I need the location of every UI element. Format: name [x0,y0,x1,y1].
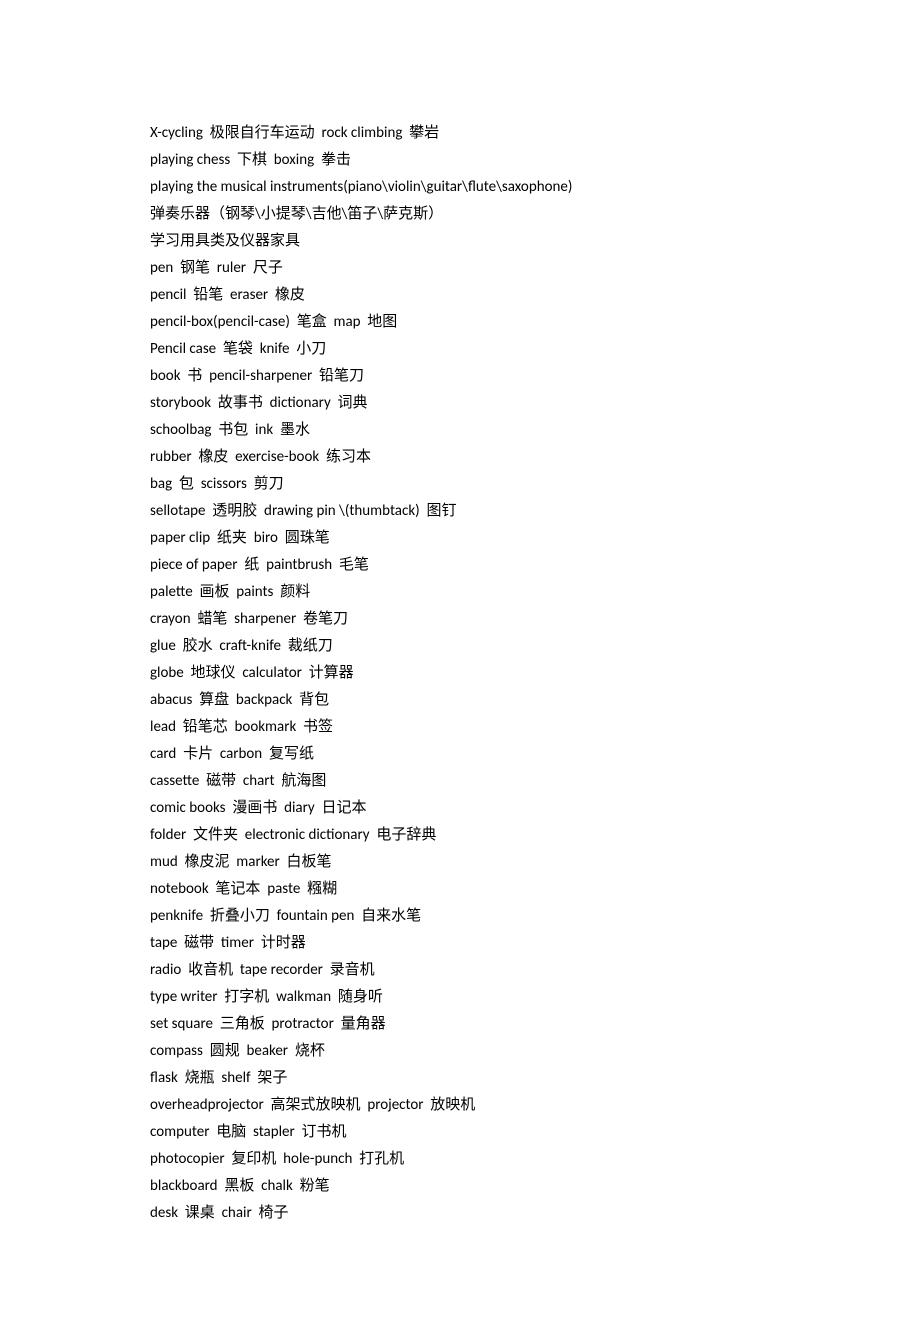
vocabulary-line: tape 磁带 timer 计时器 [150,930,770,957]
vocabulary-line: crayon 蜡笔 sharpener 卷笔刀 [150,606,770,633]
vocabulary-line: notebook 笔记本 paste 糨糊 [150,876,770,903]
vocabulary-line: set square 三角板 protractor 量角器 [150,1011,770,1038]
vocabulary-line: desk 课桌 chair 椅子 [150,1200,770,1227]
vocabulary-line: 弹奏乐器（钢琴\小提琴\吉他\笛子\萨克斯） [150,201,770,228]
vocabulary-line: mud 橡皮泥 marker 白板笔 [150,849,770,876]
vocabulary-line: cassette 磁带 chart 航海图 [150,768,770,795]
vocabulary-line: glue 胶水 craft-knife 裁纸刀 [150,633,770,660]
vocabulary-line: blackboard 黑板 chalk 粉笔 [150,1173,770,1200]
vocabulary-line: 学习用具类及仪器家具 [150,228,770,255]
vocabulary-line: radio 收音机 tape recorder 录音机 [150,957,770,984]
vocabulary-line: globe 地球仪 calculator 计算器 [150,660,770,687]
vocabulary-line: card 卡片 carbon 复写纸 [150,741,770,768]
document-page: X-cycling 极限自行车运动 rock climbing 攀岩playin… [0,0,920,1327]
vocabulary-line: playing the musical instruments(piano\vi… [150,174,770,201]
vocabulary-line: comic books 漫画书 diary 日记本 [150,795,770,822]
vocabulary-line: X-cycling 极限自行车运动 rock climbing 攀岩 [150,120,770,147]
vocabulary-line: storybook 故事书 dictionary 词典 [150,390,770,417]
vocabulary-line: photocopier 复印机 hole-punch 打孔机 [150,1146,770,1173]
vocabulary-line: compass 圆规 beaker 烧杯 [150,1038,770,1065]
vocabulary-line: penknife 折叠小刀 fountain pen 自来水笔 [150,903,770,930]
vocabulary-line: lead 铅笔芯 bookmark 书签 [150,714,770,741]
vocabulary-line: flask 烧瓶 shelf 架子 [150,1065,770,1092]
vocabulary-line: computer 电脑 stapler 订书机 [150,1119,770,1146]
vocabulary-list: X-cycling 极限自行车运动 rock climbing 攀岩playin… [150,120,770,1227]
vocabulary-line: sellotape 透明胶 drawing pin \(thumbtack) 图… [150,498,770,525]
vocabulary-line: type writer 打字机 walkman 随身听 [150,984,770,1011]
vocabulary-line: piece of paper 纸 paintbrush 毛笔 [150,552,770,579]
vocabulary-line: folder 文件夹 electronic dictionary 电子辞典 [150,822,770,849]
vocabulary-line: rubber 橡皮 exercise-book 练习本 [150,444,770,471]
vocabulary-line: overheadprojector 高架式放映机 projector 放映机 [150,1092,770,1119]
vocabulary-line: pencil-box(pencil-case) 笔盒 map 地图 [150,309,770,336]
vocabulary-line: bag 包 scissors 剪刀 [150,471,770,498]
vocabulary-line: pen 钢笔 ruler 尺子 [150,255,770,282]
vocabulary-line: pencil 铅笔 eraser 橡皮 [150,282,770,309]
vocabulary-line: palette 画板 paints 颜料 [150,579,770,606]
vocabulary-line: book 书 pencil-sharpener 铅笔刀 [150,363,770,390]
vocabulary-line: schoolbag 书包 ink 墨水 [150,417,770,444]
vocabulary-line: paper clip 纸夹 biro 圆珠笔 [150,525,770,552]
vocabulary-line: abacus 算盘 backpack 背包 [150,687,770,714]
vocabulary-line: playing chess 下棋 boxing 拳击 [150,147,770,174]
vocabulary-line: Pencil case 笔袋 knife 小刀 [150,336,770,363]
